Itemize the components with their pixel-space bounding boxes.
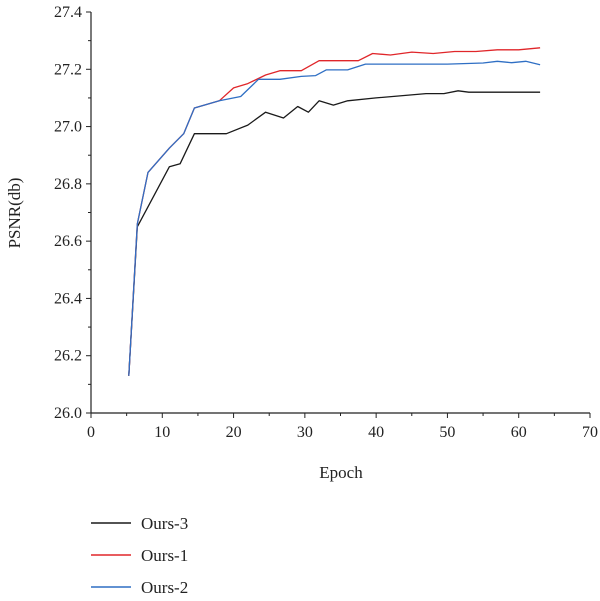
y-tick-label: 26.8 — [54, 176, 82, 193]
y-tick-label: 26.2 — [54, 348, 82, 365]
y-tick-label: 26.4 — [54, 290, 82, 307]
legend-item-ours-2: Ours-2 — [91, 578, 188, 597]
legend-item-ours-1: Ours-1 — [91, 546, 188, 565]
x-tick-label: 50 — [439, 424, 455, 441]
y-tick-label: 27.4 — [54, 4, 82, 21]
series-lines — [128, 47, 541, 376]
y-tick-label: 26.0 — [54, 405, 82, 422]
legend-label: Ours-1 — [141, 546, 188, 565]
y-ticks: 26.0 26.2 26.4 26.6 26.8 27.0 27.2 27.4 — [54, 4, 91, 422]
x-tick-label: 60 — [511, 424, 527, 441]
series-line-ours-2 — [128, 60, 541, 376]
series-line-ours-3 — [128, 90, 541, 376]
x-axis-label: Epoch — [319, 463, 363, 482]
plot-area: 0 10 20 30 40 50 60 70 26.0 26.2 26.4 26.6 26.8 27.0… — [54, 4, 598, 441]
y-axis-label: PSNR(db) — [5, 178, 24, 249]
series-line-ours-1 — [128, 47, 541, 376]
y-tick-label: 26.6 — [54, 233, 82, 250]
x-tick-label: 30 — [297, 424, 313, 441]
y-tick-label: 27.2 — [54, 61, 82, 78]
x-tick-label: 20 — [226, 424, 242, 441]
x-ticks: 0 10 20 30 40 50 60 70 — [87, 413, 598, 441]
legend: Ours-3 Ours-1 Ours-2 — [91, 514, 188, 597]
legend-label: Ours-3 — [141, 514, 188, 533]
legend-label: Ours-2 — [141, 578, 188, 597]
x-tick-label: 40 — [368, 424, 384, 441]
x-tick-label: 70 — [582, 424, 598, 441]
x-tick-label: 10 — [154, 424, 170, 441]
y-tick-label: 27.0 — [54, 119, 82, 136]
legend-item-ours-3: Ours-3 — [91, 514, 188, 533]
x-tick-label: 0 — [87, 424, 95, 441]
